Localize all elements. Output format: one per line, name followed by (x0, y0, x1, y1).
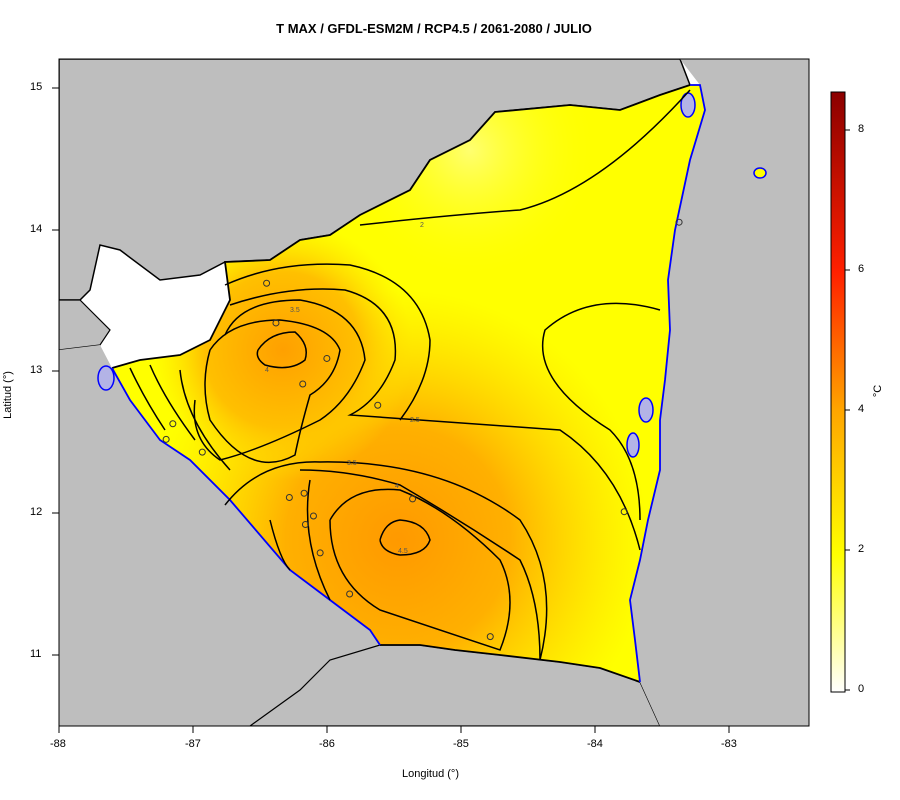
contour-2p5 (229, 288, 641, 551)
contour-label: 4 (265, 367, 269, 374)
page-title: T MAX / GFDL-ESM2M / RCP4.5 / 2061-2080 … (276, 21, 592, 36)
contour-2-north (359, 89, 691, 226)
contour-2-west (129, 364, 231, 471)
caribbean-east (630, 59, 809, 726)
station-point (323, 354, 331, 362)
contour-2-southwest (269, 479, 331, 601)
gulf-fonseca (97, 365, 115, 391)
plot-frame (58, 58, 810, 727)
contour-label: 2.5 (410, 417, 420, 424)
station-point (309, 512, 317, 520)
x-tick-label: -88 (50, 738, 66, 750)
contour-4-south (299, 469, 541, 661)
station-point (169, 420, 177, 428)
contours (129, 89, 691, 661)
station-point (285, 494, 293, 502)
colorbar (830, 91, 846, 693)
colorbar-tick-label: 6 (858, 263, 865, 275)
colorbar-tick-label: 0 (858, 683, 865, 695)
country-border (111, 84, 691, 683)
colorbar-tick-label: 4 (858, 403, 865, 415)
x-tick-label: -86 (319, 738, 335, 750)
station-point (486, 633, 494, 641)
corn-island (753, 167, 767, 179)
x-axis-label: Longitud (°) (402, 768, 459, 780)
contour-4-nw (204, 319, 341, 464)
x-tick-label: -83 (721, 738, 737, 750)
contour-4p5-nw (256, 331, 307, 369)
colorbar-unit: °C (872, 384, 885, 398)
contour-4p5-south (379, 519, 431, 556)
colorbar-tick-label: 2 (858, 543, 865, 555)
station-point (263, 279, 271, 287)
y-tick-label: 14 (30, 223, 43, 235)
colorbar-tick-label: 8 (858, 123, 865, 135)
pearl-lagoon (638, 397, 654, 423)
contour-label: 2 (420, 222, 424, 229)
x-tick-label: -87 (185, 738, 201, 750)
station-point (198, 448, 206, 456)
contour-3p5-south (224, 461, 548, 661)
contour-label: 4 (395, 483, 399, 490)
contour-2-east (541, 302, 661, 521)
station-point (316, 549, 324, 557)
contour-label: 3.5 (347, 460, 357, 467)
x-tick-label: -84 (587, 738, 603, 750)
contour-label: 3.5 (290, 307, 300, 314)
station-point (675, 218, 683, 226)
y-tick-label: 13 (30, 364, 43, 376)
el-salvador-landmass (59, 299, 111, 351)
station-point (346, 590, 354, 598)
y-tick-label: 12 (30, 506, 43, 518)
y-tick-label: 11 (30, 648, 42, 660)
station-point (374, 401, 382, 409)
x-tick-label: -85 (453, 738, 469, 750)
axis-ticks (52, 87, 730, 733)
contour-2-northwest (224, 263, 431, 421)
station-point (409, 495, 417, 503)
y-axis-label: Latitud (°) (2, 371, 14, 419)
station-point (300, 489, 308, 497)
contour-3p5-nw (193, 299, 366, 461)
station-point (162, 435, 170, 443)
station-markers (162, 218, 683, 641)
contour-labels: 2 2.5 3.5 4 3.5 4 4.5 (265, 222, 424, 555)
colorbar-ticks (845, 129, 850, 691)
station-point (299, 380, 307, 388)
contour-4-inner (329, 488, 511, 651)
station-point (620, 508, 628, 516)
contour-label: 4.5 (398, 548, 408, 555)
y-tick-label: 15 (30, 81, 43, 93)
station-point (272, 319, 280, 327)
coastal-lagoon (626, 432, 640, 458)
station-point (301, 520, 309, 528)
pacific-west (59, 345, 380, 726)
